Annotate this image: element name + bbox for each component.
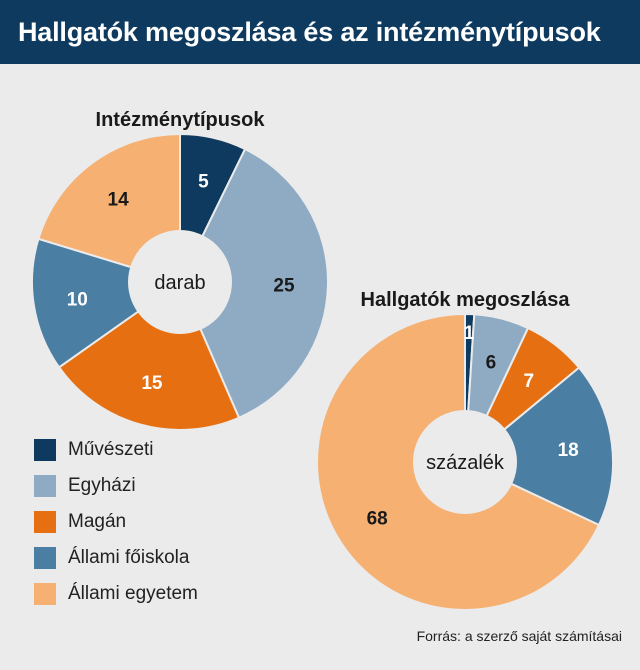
legend-swatch (34, 547, 56, 569)
data-label: 14 (108, 189, 130, 210)
data-label: 5 (198, 172, 209, 193)
center-label: darab (154, 272, 205, 294)
legend-label: Egyházi (68, 475, 136, 496)
legend-swatch (34, 439, 56, 461)
data-label: 1 (464, 323, 475, 344)
pie-slice (463, 366, 614, 527)
donut-hole (128, 230, 232, 334)
donut-chart-2: Hallgatók megoszlása százalék 16 7 18 68 (316, 289, 614, 611)
legend-item: Művészeti (34, 432, 198, 468)
legend-label: Állami egyetem (68, 583, 198, 604)
data-label: 25 (273, 275, 295, 296)
legend-item: Állami főiskola (34, 540, 198, 576)
data-label: 10 (67, 290, 88, 311)
data-label: 6 (486, 352, 497, 373)
chart-title: Hallgatók megoszlása (361, 289, 571, 311)
data-label: 68 (367, 509, 388, 530)
header-bar: Hallgatók megoszlása és az intézménytípu… (0, 0, 640, 64)
data-label: 15 (141, 373, 163, 394)
data-label: 7 (523, 371, 534, 392)
legend-label: Magán (68, 511, 127, 532)
source-note: Forrás: a szerző saját számításai (416, 628, 622, 644)
legend-label: Állami főiskola (68, 547, 190, 568)
donut-chart-1: Intézménytípusok darab 5 25 15 10 14 (31, 109, 329, 432)
legend-label: Művészeti (68, 439, 154, 460)
legend-item: Magán (34, 504, 198, 540)
page-title: Hallgatók megoszlása és az intézménytípu… (18, 17, 601, 47)
data-label: 18 (558, 440, 579, 461)
legend-swatch (34, 475, 56, 497)
pie-slice (178, 147, 329, 420)
donut-hole (413, 410, 517, 514)
legend: Művészeti Egyházi Magán Állami főiskola Álla… (34, 432, 198, 612)
legend-item: Állami egyetem (34, 576, 198, 612)
legend-item: Egyházi (34, 468, 198, 504)
legend-swatch (34, 583, 56, 605)
center-label: százalék (426, 452, 505, 474)
chart-title: Intézménytípusok (96, 109, 266, 131)
legend-swatch (34, 511, 56, 533)
